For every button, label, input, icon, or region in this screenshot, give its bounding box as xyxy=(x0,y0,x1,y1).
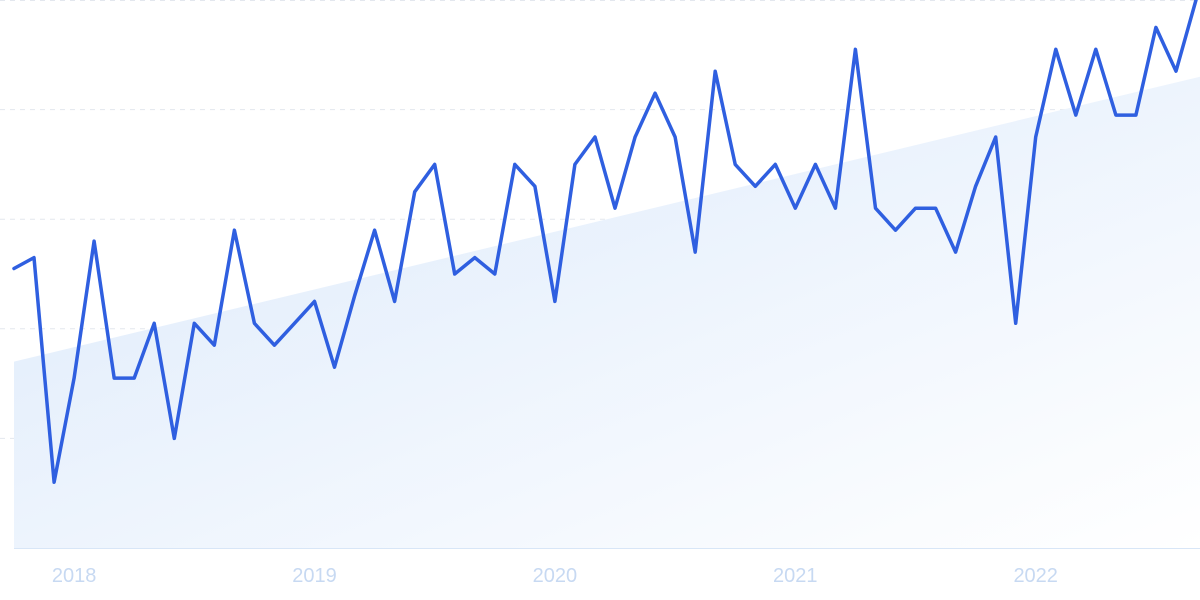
data-point xyxy=(974,184,978,188)
data-point xyxy=(473,256,477,260)
trend-area-fill xyxy=(14,76,1200,548)
data-point xyxy=(1154,25,1158,29)
data-point xyxy=(693,250,697,254)
data-point xyxy=(212,343,216,347)
data-point xyxy=(793,206,797,210)
data-point xyxy=(813,162,817,166)
data-point xyxy=(433,162,437,166)
data-point xyxy=(152,321,156,325)
data-point xyxy=(413,190,417,194)
data-point xyxy=(633,135,637,139)
series-line-layer xyxy=(12,0,1198,484)
data-point xyxy=(333,365,337,369)
data-point xyxy=(713,69,717,73)
data-point xyxy=(573,162,577,166)
data-point xyxy=(232,228,236,232)
data-point xyxy=(874,206,878,210)
data-point xyxy=(994,135,998,139)
x-tick-label: 2020 xyxy=(533,565,578,587)
data-point xyxy=(252,321,256,325)
data-point xyxy=(32,256,36,260)
data-point xyxy=(453,272,457,276)
data-point xyxy=(613,206,617,210)
x-tick-labels: 2018 2019 2020 2021 2022 xyxy=(52,565,1058,587)
series-line xyxy=(12,0,1198,484)
data-point xyxy=(1014,321,1018,325)
data-point xyxy=(72,376,76,380)
data-point xyxy=(393,299,397,303)
data-point xyxy=(934,206,938,210)
trend-area xyxy=(14,76,1200,548)
data-point xyxy=(493,272,497,276)
data-point xyxy=(1054,47,1058,51)
data-point xyxy=(1034,135,1038,139)
data-point xyxy=(353,294,357,298)
x-tick-label: 2018 xyxy=(52,565,97,587)
data-point xyxy=(1094,47,1098,51)
data-point xyxy=(1174,69,1178,73)
data-point xyxy=(553,299,557,303)
data-point xyxy=(653,91,657,95)
data-point xyxy=(172,436,176,440)
data-point xyxy=(313,299,317,303)
data-point xyxy=(753,184,757,188)
data-point xyxy=(533,184,537,188)
data-point xyxy=(833,206,837,210)
x-tick-label: 2021 xyxy=(773,565,818,587)
data-point xyxy=(1134,113,1138,117)
data-point xyxy=(12,267,16,271)
data-point xyxy=(894,228,898,232)
x-tick-label: 2022 xyxy=(1013,565,1058,587)
data-point xyxy=(112,376,116,380)
data-point xyxy=(132,376,136,380)
data-point xyxy=(373,228,377,232)
data-point xyxy=(192,321,196,325)
data-point xyxy=(272,343,276,347)
data-point xyxy=(853,47,857,51)
data-point xyxy=(773,162,777,166)
data-point xyxy=(673,135,677,139)
data-point xyxy=(914,206,918,210)
data-point xyxy=(52,480,56,484)
data-point xyxy=(293,321,297,325)
data-point xyxy=(92,239,96,243)
data-point xyxy=(1074,113,1078,117)
data-point xyxy=(1114,113,1118,117)
data-point xyxy=(513,162,517,166)
data-point xyxy=(593,135,597,139)
data-point xyxy=(733,162,737,166)
x-tick-label: 2019 xyxy=(292,565,337,587)
data-point xyxy=(954,250,958,254)
